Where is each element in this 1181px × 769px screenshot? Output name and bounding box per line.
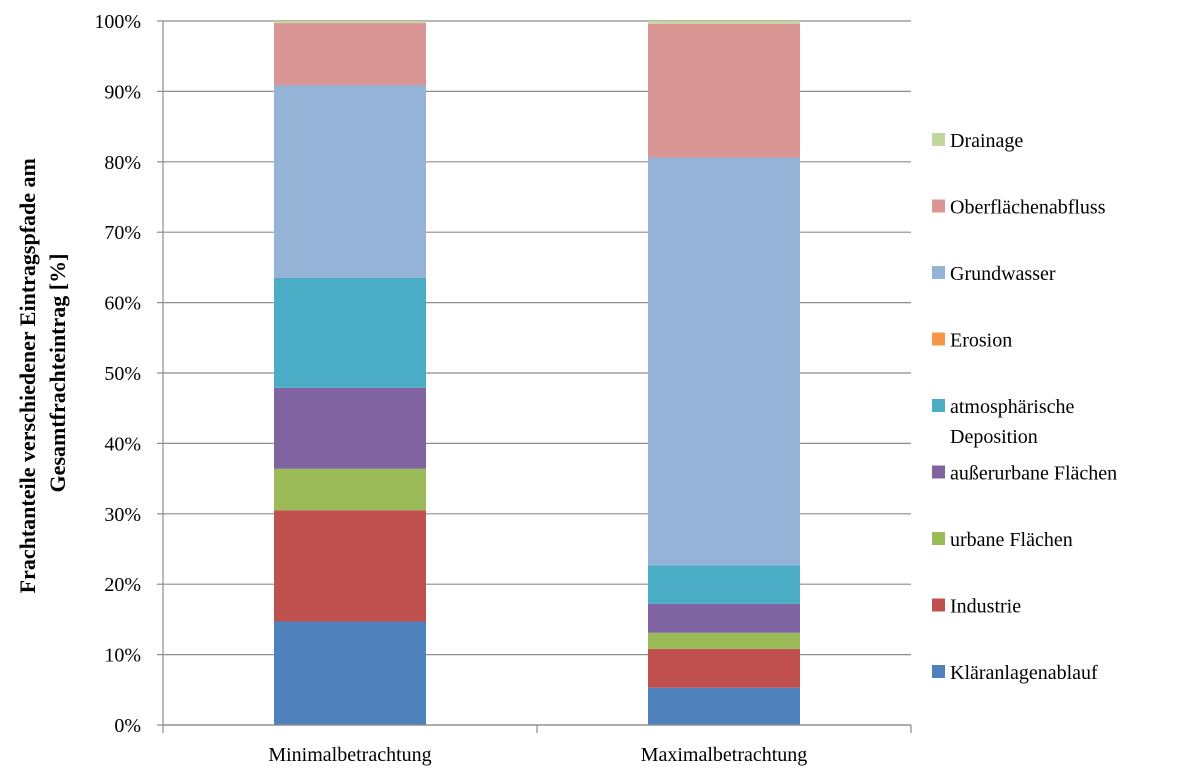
bar-segment bbox=[648, 565, 800, 604]
y-tick-label: 70% bbox=[104, 222, 141, 244]
bar-segment bbox=[274, 387, 426, 469]
bar-segment bbox=[648, 687, 800, 725]
y-tick-label: 30% bbox=[104, 504, 141, 526]
y-tick-label: 80% bbox=[104, 152, 141, 174]
bar-segment bbox=[648, 21, 800, 24]
x-category-label: Minimalbetrachtung bbox=[268, 744, 431, 766]
y-tick-label: 10% bbox=[104, 645, 141, 667]
legend-label: Erosion bbox=[950, 330, 1012, 352]
legend-swatch bbox=[932, 399, 945, 412]
legend-swatch bbox=[932, 665, 945, 678]
y-tick-label: 40% bbox=[104, 433, 141, 455]
axes bbox=[157, 20, 912, 733]
legend-label: Drainage bbox=[950, 130, 1023, 152]
legend-label: außerurbane Flächen bbox=[950, 463, 1117, 485]
y-tick-labels: 0% 10% 20% 30% 40% 50% 60% 70% 80% 90% 100% bbox=[94, 11, 141, 737]
x-category-label: Maximalbetrachtung bbox=[641, 744, 808, 766]
legend-label: atmosphärische Deposition bbox=[950, 396, 1075, 448]
legend-swatch bbox=[932, 332, 945, 346]
y-tick-label: 100% bbox=[94, 11, 141, 33]
bar-segment bbox=[648, 603, 800, 633]
legend: Drainage Oberflächenabfluss Grundwasser Ero… bbox=[932, 130, 1117, 684]
y-axis-label-line-1: Frachtanteile verschiedener Eintragspfad… bbox=[15, 158, 40, 593]
bar-segment bbox=[648, 23, 800, 158]
bar-segment bbox=[274, 510, 426, 622]
legend-label: urbane Flächen bbox=[950, 529, 1073, 551]
bar-segments bbox=[274, 21, 800, 725]
bar-segment bbox=[274, 468, 426, 511]
bar-segment bbox=[274, 621, 426, 725]
bar-segment bbox=[274, 277, 426, 388]
legend-swatch bbox=[932, 133, 945, 146]
y-tick-label: 20% bbox=[104, 574, 141, 596]
legend-label: Industrie bbox=[950, 596, 1021, 618]
y-axis-label-line-2: Gesamtfrachteintrag [%] bbox=[45, 254, 70, 493]
legend-label: Oberflächenabfluss bbox=[950, 197, 1106, 219]
x-category-labels: Minimalbetrachtung Maximalbetrachtung bbox=[268, 744, 807, 766]
legend-swatch bbox=[932, 465, 945, 479]
legend-swatch bbox=[932, 532, 945, 545]
legend-swatch bbox=[932, 199, 945, 213]
bar-segment bbox=[274, 21, 426, 24]
y-tick-label: 0% bbox=[114, 715, 141, 737]
legend-label: Grundwasser bbox=[950, 263, 1056, 285]
bar-segment bbox=[648, 157, 800, 566]
bar-segment bbox=[648, 648, 800, 688]
y-tick-label: 90% bbox=[104, 81, 141, 103]
legend-swatch bbox=[932, 598, 945, 612]
y-axis-label: Frachtanteile verschiedener Eintragspfad… bbox=[15, 153, 70, 594]
legend-label: Kläranlagenablauf bbox=[950, 662, 1098, 684]
y-tick-label: 50% bbox=[104, 363, 141, 385]
bar-segment bbox=[274, 85, 426, 278]
bar-segment bbox=[274, 23, 426, 86]
y-tick-label: 60% bbox=[104, 293, 141, 315]
bar-segment bbox=[648, 632, 800, 649]
legend-swatch bbox=[932, 266, 945, 279]
